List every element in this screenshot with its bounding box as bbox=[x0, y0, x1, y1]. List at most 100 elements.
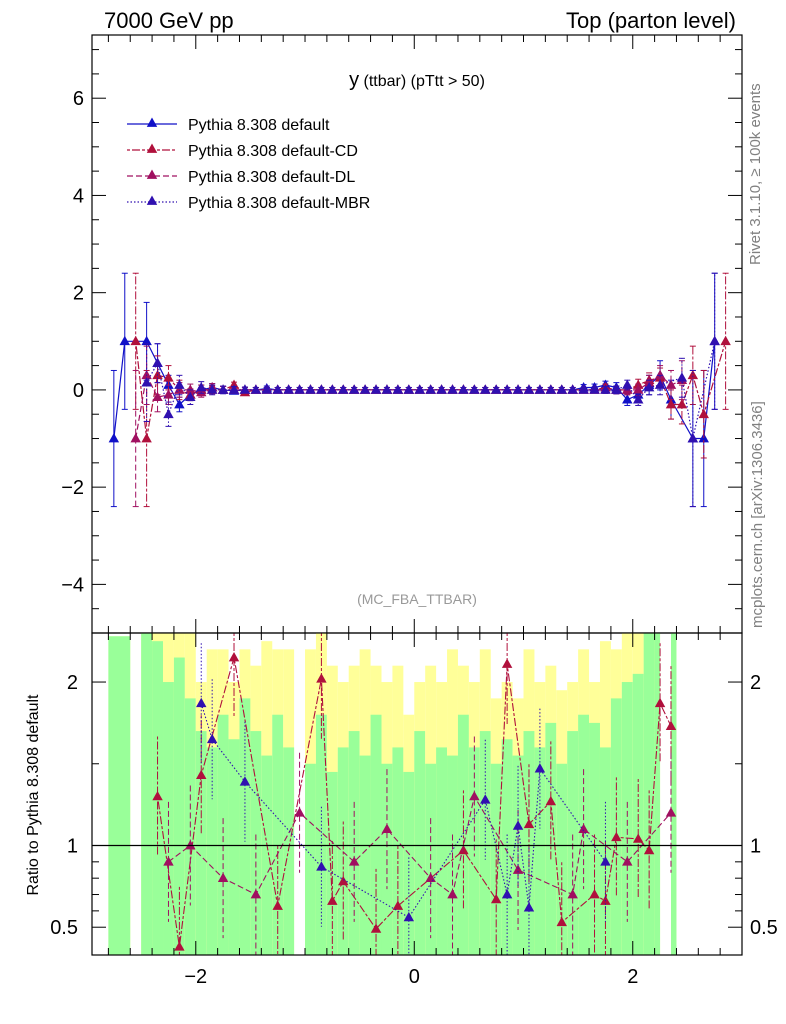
ratio-y-tick-label: 1 bbox=[67, 835, 78, 857]
legend-swatch-marker bbox=[146, 117, 158, 127]
ratio-band-stat bbox=[163, 682, 174, 955]
ratio-point bbox=[469, 790, 480, 801]
data-point bbox=[632, 394, 644, 404]
ratio-point bbox=[611, 831, 622, 842]
ratio-point bbox=[348, 856, 360, 866]
ratio-series-line bbox=[200, 703, 606, 919]
ratio-point bbox=[501, 658, 513, 668]
ratio-band-stat bbox=[414, 731, 426, 955]
ratio-band-stat bbox=[523, 731, 535, 955]
ratio-band-stat bbox=[468, 747, 480, 955]
data-point bbox=[163, 389, 174, 399]
data-point bbox=[239, 384, 251, 394]
ratio-band-stat bbox=[457, 714, 469, 955]
y-tick-label: 2 bbox=[73, 283, 84, 305]
data-point bbox=[141, 377, 152, 387]
ratio-point bbox=[327, 895, 338, 905]
data-point bbox=[108, 433, 120, 443]
ratio-point bbox=[458, 844, 469, 855]
main-plot-panel: −4 −2 0 2 4 6 y (ttbar) (pTtt > 50) (MC_FBA_T… bbox=[61, 34, 743, 634]
data-point bbox=[632, 384, 644, 394]
ratio-point bbox=[622, 856, 633, 866]
ratio-band-stat bbox=[305, 763, 316, 955]
data-point bbox=[217, 384, 229, 394]
ratio-band-stat bbox=[556, 763, 568, 955]
y-tick-label: 0 bbox=[73, 380, 84, 402]
ratio-band-stat bbox=[567, 731, 579, 955]
data-point bbox=[709, 335, 720, 346]
legend-swatch-marker bbox=[146, 195, 158, 205]
ratio-point bbox=[654, 697, 666, 708]
ratio-point bbox=[447, 889, 458, 899]
ratio-band-stat bbox=[670, 633, 677, 955]
mcplots-label: mcplots.cern.ch [arXiv:1306.3436] bbox=[749, 401, 766, 628]
ratio-point bbox=[534, 763, 546, 773]
data-point bbox=[316, 384, 327, 394]
header-right: Top (parton level) bbox=[566, 8, 736, 33]
ratio-series-pythia-8-308-default-mbr bbox=[196, 643, 611, 955]
ratio-point bbox=[316, 673, 327, 683]
data-point bbox=[665, 379, 677, 389]
data-point bbox=[611, 384, 622, 394]
title-sub: (ttbar) bbox=[359, 73, 406, 90]
ratio-band-stat bbox=[490, 763, 502, 955]
ratio-band-stat bbox=[501, 739, 513, 955]
ratio-y-tick-label-right: 1 bbox=[750, 835, 761, 857]
data-point bbox=[392, 384, 404, 394]
ratio-point bbox=[294, 807, 305, 817]
ratio-band-stat bbox=[173, 657, 185, 955]
ratio-ylabel: Ratio to Pythia 8.308 default bbox=[25, 694, 42, 896]
data-point bbox=[436, 384, 447, 394]
ratio-point bbox=[185, 839, 196, 850]
data-point bbox=[687, 369, 699, 380]
ratio-band-stat bbox=[589, 722, 600, 955]
ratio-point bbox=[338, 875, 349, 886]
ratio-y-tick-label-right: 0.5 bbox=[750, 917, 778, 939]
data-point bbox=[665, 398, 677, 409]
data-point bbox=[567, 384, 578, 394]
legend: Pythia 8.308 default Pythia 8.308 default… bbox=[127, 117, 370, 212]
ratio-point bbox=[523, 818, 535, 829]
ratio-bands-layer bbox=[108, 633, 677, 955]
data-point bbox=[163, 372, 174, 382]
ratio-band-stat bbox=[654, 633, 661, 955]
data-point bbox=[469, 384, 480, 394]
data-point bbox=[425, 384, 436, 394]
ratio-band-stat bbox=[359, 755, 371, 955]
ratio-point bbox=[589, 889, 600, 899]
data-point bbox=[600, 384, 611, 394]
y-tick-label: 6 bbox=[73, 88, 84, 110]
data-point bbox=[414, 384, 425, 394]
x-tick-label: −2 bbox=[184, 966, 207, 988]
data-point bbox=[174, 379, 185, 389]
main-axes: −4 −2 0 2 4 6 bbox=[61, 35, 742, 633]
ratio-point bbox=[665, 720, 677, 731]
header-left: 7000 GeV pp bbox=[104, 8, 234, 33]
ratio-point bbox=[174, 941, 185, 951]
data-point bbox=[720, 335, 731, 346]
data-point bbox=[654, 379, 666, 389]
ratio-series-layer bbox=[152, 633, 677, 955]
ratio-band-stat bbox=[239, 698, 251, 955]
data-point bbox=[381, 384, 393, 394]
legend-swatch-marker bbox=[146, 169, 158, 179]
ratio-band-stat bbox=[206, 747, 218, 955]
data-point bbox=[141, 335, 152, 346]
data-point bbox=[578, 384, 589, 394]
ratio-point bbox=[501, 889, 513, 899]
ratio-point bbox=[480, 794, 491, 804]
data-point bbox=[458, 384, 469, 394]
ratio-point bbox=[545, 795, 557, 806]
ratio-band-stat bbox=[534, 747, 546, 955]
y-tick-label: −2 bbox=[61, 477, 84, 499]
data-point bbox=[490, 384, 502, 394]
data-point bbox=[556, 384, 567, 394]
data-point bbox=[480, 384, 491, 394]
ratio-point bbox=[228, 652, 240, 662]
data-point bbox=[163, 408, 174, 419]
ratio-point bbox=[556, 916, 567, 927]
ratio-axes: 0.5 0.5 1 1 2 2 −2 0 2 bbox=[50, 633, 778, 988]
ratio-y-tick-label: 0.5 bbox=[50, 917, 78, 939]
data-point bbox=[687, 433, 699, 443]
data-point bbox=[130, 335, 141, 346]
